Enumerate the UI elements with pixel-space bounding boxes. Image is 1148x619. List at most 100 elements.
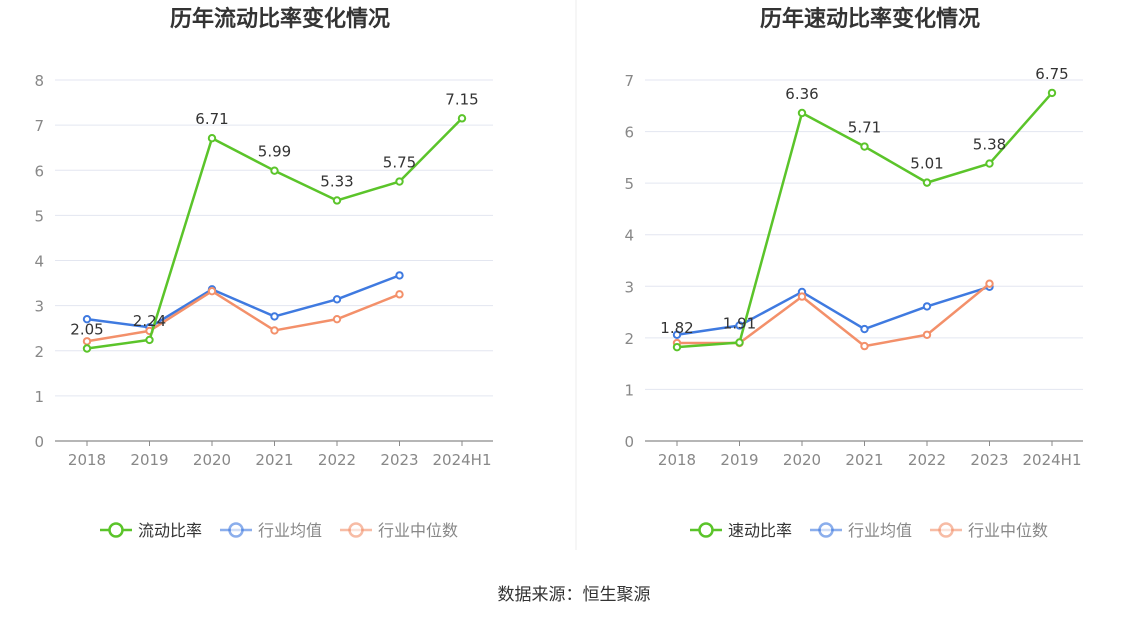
legend-label: 行业中位数 — [968, 521, 1048, 540]
x-tick-label: 2021 — [255, 451, 293, 469]
y-tick-label: 3 — [624, 278, 634, 296]
legend-marker — [698, 522, 714, 538]
x-tick-label: 2021 — [845, 451, 883, 469]
data-label: 6.36 — [785, 85, 818, 103]
y-tick-label: 4 — [34, 253, 44, 271]
y-tick-label: 6 — [34, 162, 44, 180]
x-tick-label: 2020 — [193, 451, 231, 469]
chart-title: 历年速动比率变化情况 — [760, 6, 980, 32]
data-label: 2.24 — [133, 312, 166, 330]
y-tick-label: 8 — [34, 72, 44, 90]
data-point — [922, 178, 932, 187]
data-point — [332, 314, 342, 324]
y-tick-label: 5 — [624, 175, 634, 193]
x-tick-label: 2018 — [68, 451, 106, 469]
data-label: 5.38 — [973, 136, 1006, 154]
legend-marker — [938, 522, 954, 538]
y-tick-label: 0 — [34, 433, 44, 451]
data-point — [735, 338, 744, 347]
data-label: 5.75 — [383, 154, 416, 172]
x-tick-label: 2022 — [908, 451, 946, 469]
legend-marker — [348, 522, 364, 538]
y-tick-label: 1 — [34, 388, 44, 406]
y-tick-label: 2 — [624, 330, 634, 348]
data-point — [395, 271, 404, 280]
legend-label: 行业均值 — [848, 521, 912, 540]
legend-label: 流动比率 — [138, 521, 202, 540]
y-tick-label: 6 — [624, 124, 634, 142]
data-point — [797, 292, 807, 301]
legend-item-1[interactable]: 流动比率 — [100, 521, 202, 540]
data-point — [82, 337, 92, 346]
data-point — [332, 196, 342, 205]
legend-item-2[interactable]: 行业均值 — [810, 521, 912, 540]
data-label: 5.71 — [848, 119, 881, 137]
data-point — [82, 344, 92, 353]
y-tick-label: 1 — [624, 381, 634, 399]
data-source-note: 数据来源：恒生聚源 — [497, 585, 651, 605]
legend-item-3[interactable]: 行业中位数 — [340, 521, 458, 540]
series-line-3 — [86, 289, 400, 343]
data-point — [860, 324, 869, 334]
data-point — [922, 330, 932, 339]
data-point — [860, 341, 869, 351]
data-point — [1047, 88, 1057, 98]
data-label: 1.91 — [723, 314, 756, 332]
x-tick-label: 2019 — [720, 451, 758, 469]
x-tick-label: 2023 — [970, 451, 1008, 469]
data-point — [270, 326, 279, 335]
data-point — [860, 142, 869, 151]
data-point — [270, 312, 279, 321]
y-tick-label: 4 — [624, 227, 634, 245]
y-tick-label: 5 — [34, 207, 44, 225]
data-label: 1.82 — [660, 319, 693, 337]
data-point — [207, 286, 217, 296]
data-label: 2.05 — [70, 320, 103, 338]
data-point — [672, 330, 682, 339]
legend-label: 行业均值 — [258, 521, 322, 540]
data-point — [735, 321, 744, 330]
legend-marker — [108, 522, 124, 538]
y-tick-label: 3 — [34, 298, 44, 316]
x-tick-label: 2018 — [658, 451, 696, 469]
legend-item-2[interactable]: 行业均值 — [220, 521, 322, 540]
legend-label: 行业中位数 — [378, 521, 458, 540]
x-tick-label: 2023 — [380, 451, 418, 469]
x-tick-label: 2022 — [318, 451, 356, 469]
data-label: 6.75 — [1035, 65, 1068, 83]
data-point — [270, 166, 279, 175]
data-point — [395, 177, 404, 186]
legend-item-1[interactable]: 速动比率 — [690, 521, 792, 540]
legend-label: 速动比率 — [728, 521, 792, 540]
data-point — [457, 114, 467, 123]
x-tick-label: 2020 — [783, 451, 821, 469]
y-tick-label: 7 — [624, 72, 634, 90]
legend-marker — [818, 522, 834, 538]
data-label: 7.15 — [445, 90, 478, 108]
chart-title: 历年流动比率变化情况 — [170, 6, 390, 32]
series-line-2 — [86, 274, 400, 329]
y-tick-label: 2 — [34, 343, 44, 361]
legend-marker — [228, 522, 244, 538]
chart-panel-2: 历年速动比率变化情况 0 1 2 3 4 5 6 7 2018 2019 2020 2021 2022 20… — [624, 6, 1083, 540]
data-point — [922, 302, 932, 311]
x-tick-label: 2019 — [130, 451, 168, 469]
data-point — [207, 134, 217, 143]
legend-item-3[interactable]: 行业中位数 — [930, 521, 1048, 540]
data-point — [985, 159, 994, 168]
x-tick-label: 2024H1 — [1023, 451, 1082, 469]
data-point — [332, 295, 342, 304]
y-tick-label: 7 — [34, 117, 44, 135]
data-point — [145, 335, 154, 345]
series-line-2 — [676, 285, 990, 336]
data-label: 5.33 — [320, 172, 353, 190]
chart-panel-1: 历年流动比率变化情况 0 1 2 3 4 5 6 7 8 2018 2019 2020 2021 2022 2… — [34, 6, 493, 540]
data-point — [395, 290, 404, 299]
data-label: 6.71 — [195, 110, 228, 128]
data-point — [672, 342, 682, 352]
data-point — [985, 279, 994, 288]
data-point — [797, 108, 807, 118]
y-tick-label: 0 — [624, 433, 634, 451]
data-point — [82, 314, 92, 324]
